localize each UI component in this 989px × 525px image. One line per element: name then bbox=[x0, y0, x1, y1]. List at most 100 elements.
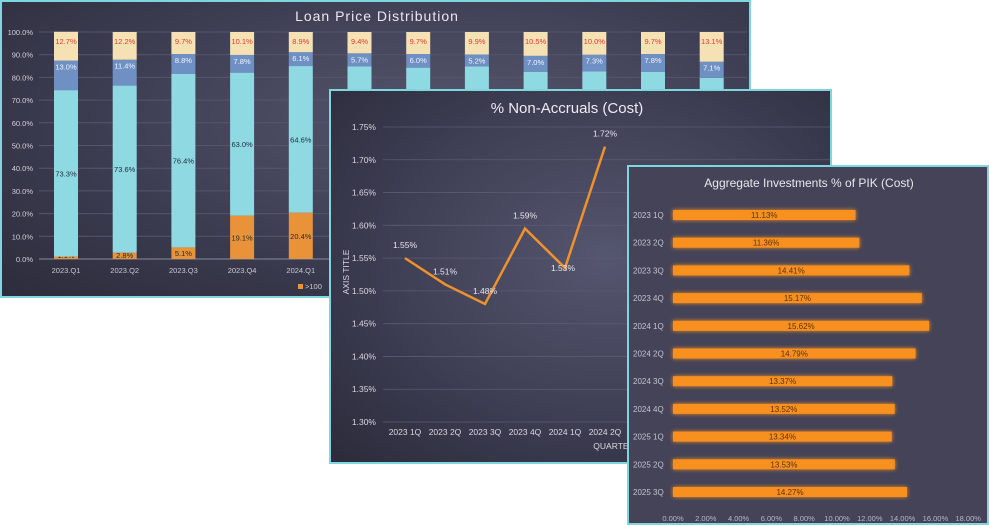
data-label: 1.48% bbox=[473, 286, 498, 296]
x-tick-label: 8.00% bbox=[794, 514, 816, 523]
data-label: 15.62% bbox=[788, 322, 815, 331]
x-tick-label: 2023 2Q bbox=[429, 427, 462, 437]
bar bbox=[673, 487, 908, 497]
y-tick-label: 2025 1Q bbox=[633, 433, 664, 442]
bar-segment bbox=[112, 32, 137, 60]
bar-segment bbox=[54, 60, 78, 91]
data-label: 9.7% bbox=[410, 37, 427, 46]
data-label: 7.1% bbox=[703, 64, 720, 73]
bar-segment bbox=[171, 32, 196, 55]
chart-title: % Non-Accruals (Cost) bbox=[491, 100, 644, 117]
x-tick-label: 2023.Q1 bbox=[52, 266, 81, 275]
data-label: 10.1% bbox=[231, 37, 253, 46]
x-tick-label: 2023.Q2 bbox=[110, 266, 139, 275]
bar-segment bbox=[288, 66, 313, 213]
y-tick-label: 1.35% bbox=[352, 384, 377, 394]
data-label: 9.7% bbox=[175, 37, 192, 46]
y-tick-label: 40.0% bbox=[12, 164, 34, 173]
data-label: 9.4% bbox=[351, 37, 368, 46]
legend-label: >100 bbox=[305, 282, 322, 291]
bar-segment bbox=[112, 85, 137, 253]
x-tick-label: 6.00% bbox=[761, 514, 783, 523]
data-label: 12.7% bbox=[55, 37, 77, 46]
y-axis-title: AXIS TITLE bbox=[341, 249, 351, 294]
y-tick-label: 0.0% bbox=[16, 255, 33, 264]
bar-segment bbox=[699, 61, 724, 78]
pik-investments-panel: Aggregate Investments % of PIK (Cost) 20… bbox=[627, 165, 989, 525]
data-line bbox=[404, 146, 607, 306]
bar-segment bbox=[523, 55, 548, 72]
bar-segment bbox=[230, 54, 255, 73]
x-tick-label: 0.00% bbox=[662, 514, 684, 523]
data-label: 7.3% bbox=[586, 57, 603, 66]
bar-segment bbox=[54, 256, 78, 259]
x-tick-label: 2024.Q1 bbox=[286, 266, 315, 275]
data-label: 64.6% bbox=[290, 135, 312, 144]
data-label: 13.53% bbox=[770, 460, 797, 469]
data-label: 11.4% bbox=[114, 62, 135, 71]
x-tick-label: 2024 2Q bbox=[589, 427, 622, 437]
data-label: 1.51% bbox=[433, 266, 458, 276]
bar-segment bbox=[406, 32, 431, 55]
bar-segment bbox=[582, 32, 607, 55]
bar-segment bbox=[230, 215, 255, 259]
bar-segment bbox=[54, 31, 78, 61]
x-axis-title: QUARTER bbox=[593, 441, 634, 451]
data-label: 1.59% bbox=[513, 211, 538, 221]
data-label: 1.53% bbox=[551, 263, 576, 273]
y-tick-label: 2023 3Q bbox=[633, 266, 664, 275]
bar-segment bbox=[230, 72, 255, 216]
data-label: 19.1% bbox=[231, 233, 253, 242]
bar bbox=[673, 403, 895, 414]
y-tick-label: 2024 3Q bbox=[633, 377, 664, 386]
data-label: 9.7% bbox=[644, 37, 661, 46]
x-tick-label: 2023 1Q bbox=[389, 427, 422, 437]
y-tick-label: 2023 4Q bbox=[633, 294, 664, 303]
bar-segment bbox=[288, 52, 313, 67]
x-tick-label: 2023 4Q bbox=[509, 427, 542, 437]
chart-title: Aggregate Investments % of PIK (Cost) bbox=[704, 176, 913, 190]
bar bbox=[673, 376, 893, 387]
y-tick-label: 2025 2Q bbox=[633, 460, 664, 469]
y-tick-label: 2023 2Q bbox=[633, 239, 664, 248]
bar-segment bbox=[112, 59, 137, 86]
data-label: 13.34% bbox=[769, 433, 796, 442]
data-label: 15.17% bbox=[784, 294, 811, 303]
data-label: 20.4% bbox=[290, 232, 312, 241]
data-label: 73.6% bbox=[114, 165, 136, 174]
bar bbox=[673, 348, 916, 359]
x-tick-label: 10.00% bbox=[824, 514, 850, 523]
data-label: 76.4% bbox=[173, 157, 195, 166]
bar-segment bbox=[464, 32, 489, 55]
y-tick-label: 30.0% bbox=[12, 187, 34, 196]
y-tick-label: 10.0% bbox=[12, 232, 34, 241]
y-tick-label: 100.0% bbox=[8, 28, 34, 37]
data-label: 63.0% bbox=[231, 140, 253, 149]
bar-segment bbox=[230, 32, 255, 55]
y-tick-label: 1.55% bbox=[352, 253, 377, 263]
y-tick-label: 2025 3Q bbox=[633, 488, 664, 497]
data-label: 13.0% bbox=[55, 63, 77, 72]
bar-segment bbox=[523, 32, 548, 56]
data-label: 14.27% bbox=[776, 488, 803, 497]
data-label: 7.8% bbox=[234, 57, 251, 66]
x-tick-label: 2023.Q3 bbox=[169, 266, 198, 275]
bar-segment bbox=[288, 32, 313, 53]
bar bbox=[673, 459, 895, 470]
bar-segment bbox=[112, 252, 137, 259]
data-label: 1.55% bbox=[393, 240, 418, 250]
data-label: 6.1% bbox=[292, 54, 309, 63]
bar-segment bbox=[171, 54, 196, 74]
y-tick-label: 2023 1Q bbox=[633, 211, 664, 220]
chart-title: Loan Price Distribution bbox=[295, 8, 459, 24]
bar bbox=[673, 293, 922, 304]
x-tick-label: 2024 1Q bbox=[549, 427, 582, 437]
data-label: 14.79% bbox=[781, 350, 808, 359]
bar-segment bbox=[171, 73, 196, 248]
x-tick-label: 14.00% bbox=[890, 514, 916, 523]
data-label: 12.2% bbox=[114, 37, 136, 46]
y-tick-label: 1.65% bbox=[352, 188, 377, 198]
x-tick-label: 18.00% bbox=[955, 514, 981, 523]
bar-segment bbox=[641, 54, 665, 72]
y-tick-label: 1.40% bbox=[352, 351, 377, 361]
